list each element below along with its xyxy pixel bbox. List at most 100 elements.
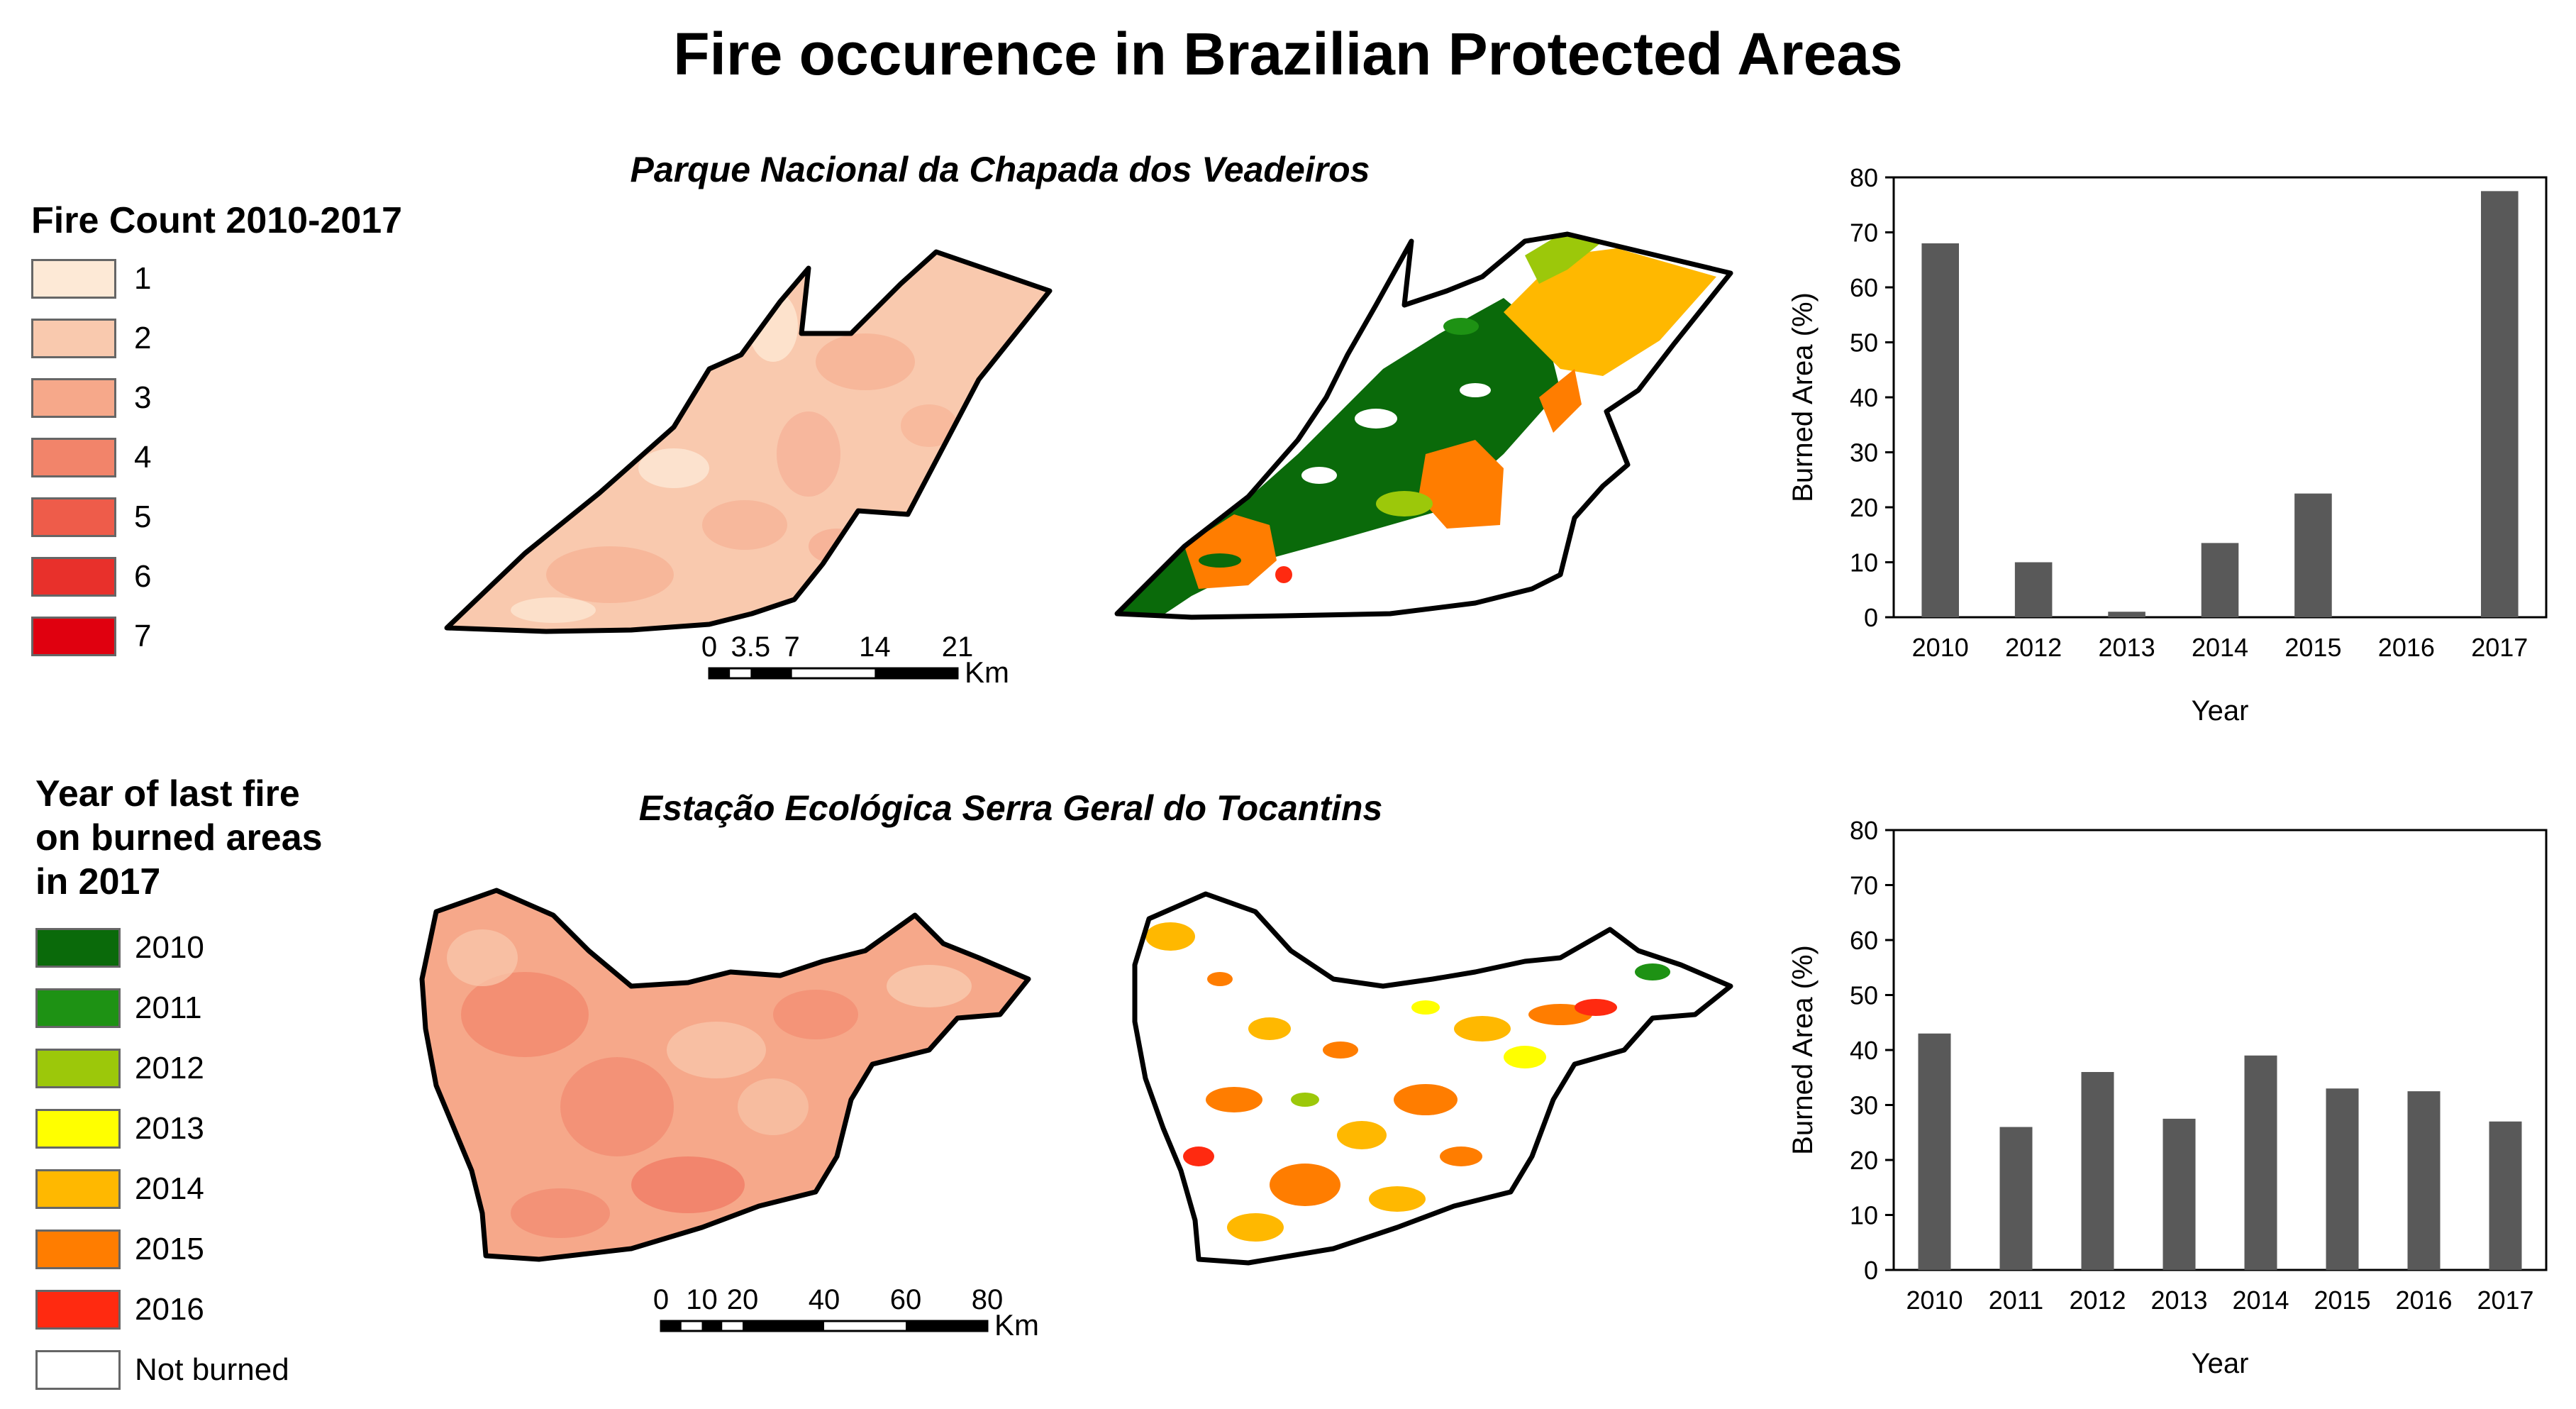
plot-frame [1892,829,2548,1271]
x-tick-label: 2015 [2314,1286,2370,1315]
bar [2326,1088,2359,1270]
fire-count-legend-label: 1 [134,261,152,296]
bar [2081,1072,2114,1270]
scale-bar-tick-label: 3.5 [731,631,771,663]
scale-bar-tick-label: 10 [686,1284,718,1315]
last-fire-legend-label: 2011 [135,990,202,1025]
fire-count-legend-title: Fire Count 2010-2017 [31,200,403,241]
fire-count-legend-label: 7 [134,619,152,653]
bar [2489,1121,2522,1270]
fire-count-legend-swatch [31,259,116,299]
x-tick-label: 2016 [2378,633,2435,662]
y-tick-label: 10 [1850,548,1878,578]
x-tick-label: 2014 [2232,1286,2289,1315]
bar [2294,493,2332,617]
scale-bar-tick-label: 40 [809,1284,840,1315]
scale-bar-tick-label: 14 [859,631,891,663]
fire-count-legend-label: 5 [134,499,152,534]
y-tick-label: 70 [1850,871,1878,900]
y-tick-label: 40 [1850,383,1878,412]
bar-chart-serra-geral: 0 10 20 30 40 50 60 70 80 2010 2011 2012 2013 2014 201… [1787,816,2548,1379]
y-tick-label: 30 [1850,438,1878,468]
scale-bar-tick-label: 20 [727,1284,759,1315]
x-tick-label: 2017 [2471,633,2528,662]
scale-bar-unit: Km [994,1308,1039,1342]
x-axis-label: Year [2192,1348,2249,1379]
x-tick-label: 2012 [2069,1286,2126,1315]
bar-chart-chapada: 0 10 20 30 40 50 60 70 80 2010 2012 2013 2014 2015 201… [1787,163,2548,726]
bar [1999,1127,2033,1270]
last-fire-legend-label: 2016 [135,1292,204,1327]
bar [1921,243,1959,617]
x-tick-label: 2011 [1989,1286,2043,1315]
last-fire-legend: Year of last fire on burned areas in 201… [35,772,461,1396]
last-fire-legend-swatch [35,1290,121,1330]
bar [2201,543,2239,617]
map-title-chapada: Parque Nacional da Chapada dos Veadeiros [630,150,1370,189]
y-tick-label: 10 [1850,1201,1878,1230]
y-tick-label: 60 [1850,926,1878,955]
y-tick-label: 0 [1864,603,1878,632]
fire-count-legend-label: 6 [134,559,152,594]
scale-bar-segment [701,1321,723,1331]
last-fire-legend-swatch [35,1049,121,1088]
y-axis-label: Burned Area (%) [1787,292,1819,502]
last-fire-legend-swatch [35,1169,121,1209]
fire-count-legend-swatch [31,497,116,537]
bar [2163,1118,2196,1270]
last-fire-legend-swatch [35,928,121,968]
bar [2014,562,2053,617]
bar [2108,612,2145,617]
y-tick-label: 40 [1850,1036,1878,1065]
last-fire-legend-title: Year of last fire on burned areas in 201… [35,773,323,902]
scale-bar-tick-label: 7 [784,631,800,663]
scale-bar-segment [661,1321,682,1331]
last-fire-legend-label: 2010 [135,930,204,965]
x-tick-label: 2017 [2477,1286,2533,1315]
map-serra-geral-last-fire [1132,891,1733,1266]
x-tick-label: 2013 [2150,1286,2207,1315]
last-fire-legend-swatch [35,988,121,1028]
y-tick-label: 50 [1850,328,1878,358]
last-fire-legend-swatch [35,1230,121,1269]
fire-count-legend: Fire Count 2010-2017 1 2 3 4 5 6 7 [31,199,485,681]
scale-bar-tick-label: 0 [702,631,717,663]
scale-bar-tick-label: 0 [653,1284,669,1315]
y-tick-label: 30 [1850,1091,1878,1120]
y-tick-label: 80 [1850,163,1878,192]
fire-count-legend-swatch [31,617,116,656]
x-axis-label: Year [2192,695,2249,726]
x-tick-label: 2016 [2395,1286,2452,1315]
last-fire-legend-label: Not burned [135,1352,289,1387]
scale-bar-segment [875,668,957,678]
fire-count-legend-swatch [31,438,116,477]
scale-bar-segment [709,668,731,678]
bar [1918,1033,1951,1270]
scale-bar-unit: Km [965,656,1009,689]
y-tick-label: 0 [1864,1256,1878,1285]
last-fire-legend-label: 2015 [135,1232,204,1266]
y-tick-label: 20 [1850,493,1878,522]
map-chapada-fire-count [444,249,1053,634]
scale-bar-tick-label: 60 [890,1284,922,1315]
y-tick-label: 80 [1850,816,1878,845]
last-fire-legend-label: 2012 [135,1051,204,1085]
fire-count-legend-swatch [31,319,116,358]
x-tick-label: 2014 [2192,633,2248,662]
last-fire-legend-label: 2013 [135,1111,204,1146]
y-axis-label: Burned Area (%) [1787,945,1819,1155]
figure-title: Fire occurence in Brazilian Protected Ar… [673,21,1903,87]
x-tick-label: 2012 [2005,633,2062,662]
fire-count-legend-label: 3 [134,380,152,415]
scale-bar-segment [906,1321,987,1331]
bar [2481,191,2519,617]
y-tick-label: 20 [1850,1146,1878,1175]
bar [2244,1055,2277,1270]
x-tick-label: 2015 [2284,633,2341,662]
map-title-serra-geral: Estação Ecológica Serra Geral do Tocanti… [638,788,1383,828]
last-fire-legend-swatch [35,1109,121,1149]
x-tick-label: 2013 [2099,633,2155,662]
